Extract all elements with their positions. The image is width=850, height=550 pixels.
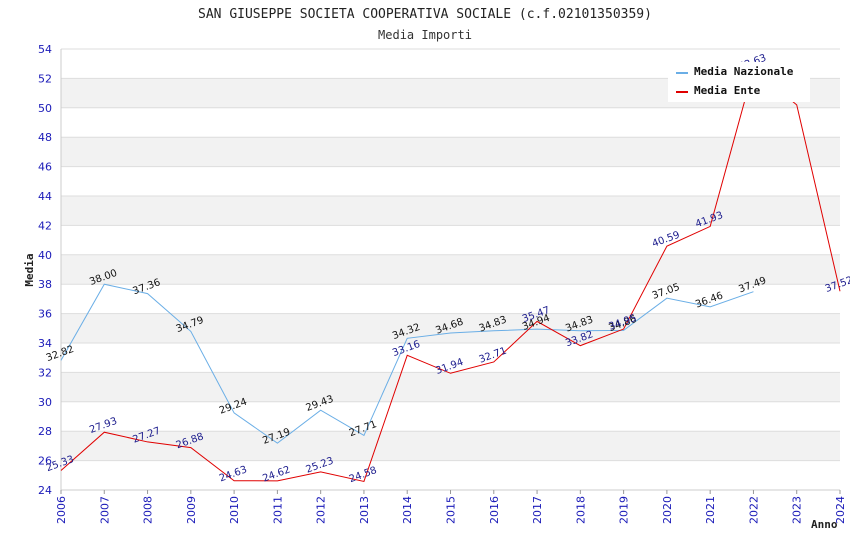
x-tick-label: 2015 (445, 496, 458, 524)
y-tick-label: 42 (38, 219, 52, 232)
y-tick-label: 44 (38, 190, 52, 203)
series-lines (60, 68, 841, 483)
x-tick-label: 2013 (358, 496, 371, 524)
x-tick-label: 2008 (142, 496, 155, 524)
legend: Media Nazionale Media Ente (668, 62, 810, 102)
y-tick-label: 40 (38, 249, 52, 262)
y-axis-label: Media (23, 253, 36, 286)
x-tick-label: 2017 (531, 496, 544, 524)
axes (60, 49, 841, 494)
y-tick-label: 30 (38, 396, 52, 409)
y-tick-label: 48 (38, 131, 52, 144)
legend-box (668, 62, 810, 102)
x-tick-label: 2011 (271, 496, 284, 524)
x-tick-label: 2021 (704, 496, 717, 524)
y-tick-label: 28 (38, 425, 52, 438)
grid-band (61, 431, 840, 461)
x-tick-label: 2022 (747, 496, 760, 524)
legend-label-media-nazionale: Media Nazionale (694, 65, 794, 78)
legend-label-media-ente: Media Ente (694, 84, 761, 97)
x-axis-label: Anno (811, 518, 838, 531)
x-tick-label: 2019 (618, 496, 631, 524)
x-tick-label: 2006 (55, 496, 68, 524)
grid-band (61, 254, 840, 285)
y-tick-label: 46 (38, 161, 52, 174)
grid-lines (61, 48, 840, 491)
y-tick-label: 36 (38, 308, 52, 321)
y-tick-label: 26 (38, 455, 52, 468)
series-line-media-ente (60, 68, 841, 483)
grid-bands (61, 78, 840, 461)
y-tick-label: 32 (38, 366, 52, 379)
x-tick-label: 2018 (574, 496, 587, 524)
data-label: 24.58 (348, 465, 379, 485)
x-tick-label: 2012 (315, 496, 328, 524)
chart-title: SAN GIUSEPPE SOCIETA COOPERATIVA SOCIALE… (198, 7, 652, 22)
y-tick-label: 52 (38, 72, 52, 85)
y-tick-label: 34 (38, 337, 52, 350)
series-line-media-nazionale (60, 283, 754, 444)
data-label: 24.62 (261, 464, 292, 484)
grid-band (61, 372, 840, 402)
grid-band (61, 313, 840, 343)
x-tick-label: 2016 (488, 496, 501, 524)
x-tick-label: 2009 (185, 496, 198, 524)
chart-subtitle: Media Importi (378, 28, 472, 42)
data-label: 24.63 (218, 464, 249, 484)
y-tick-label: 50 (38, 102, 52, 115)
y-tick-label: 24 (38, 484, 52, 497)
grid-band (61, 196, 840, 226)
data-label: 36.46 (694, 290, 725, 310)
x-tick-label: 2024 (834, 496, 847, 524)
y-tick-label: 38 (38, 278, 52, 291)
x-tick-labels: 2006 2007 2008 2009 2010 2011 2012 2013 2014 2015… (55, 496, 847, 524)
x-tick-label: 2010 (228, 496, 241, 524)
x-tick-label: 2014 (401, 496, 414, 524)
y-tick-label: 54 (38, 43, 52, 56)
x-tick-label: 2007 (98, 496, 111, 524)
grid-band (61, 137, 840, 167)
x-tick-label: 2020 (661, 496, 674, 524)
x-tick-label: 2023 (791, 496, 804, 524)
y-tick-labels: 24 26 28 30 32 34 36 38 40 42 44 46 48 50 52 54 (38, 43, 52, 497)
